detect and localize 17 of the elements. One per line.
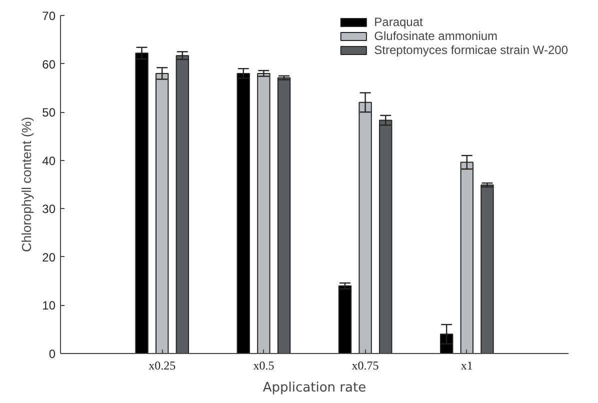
y-tick-label: 40 bbox=[42, 154, 56, 168]
y-tick-label: 30 bbox=[42, 202, 56, 216]
x-tick-label: x0.75 bbox=[352, 358, 379, 372]
legend-label: Glufosinate ammonium bbox=[374, 29, 498, 43]
x-axis-title: Application rate bbox=[262, 380, 366, 396]
y-tick-label: 70 bbox=[42, 9, 56, 23]
legend-label: Paraquat bbox=[374, 15, 423, 29]
y-tick-label: 0 bbox=[48, 347, 56, 361]
y-tick-label: 50 bbox=[42, 106, 56, 120]
y-axis-title: Chlorophyll content (%) bbox=[19, 116, 34, 252]
x-tick-label: x1 bbox=[460, 358, 473, 372]
y-tick-label: 10 bbox=[42, 298, 56, 313]
legend-label: Streptomyces formicae strain W-200 bbox=[374, 43, 568, 57]
y-tick-label: 20 bbox=[42, 250, 56, 264]
y-tick-label: 60 bbox=[42, 57, 56, 72]
x-tick-label: x0.25 bbox=[148, 358, 176, 372]
x-tick-label: x0.5 bbox=[253, 358, 274, 372]
